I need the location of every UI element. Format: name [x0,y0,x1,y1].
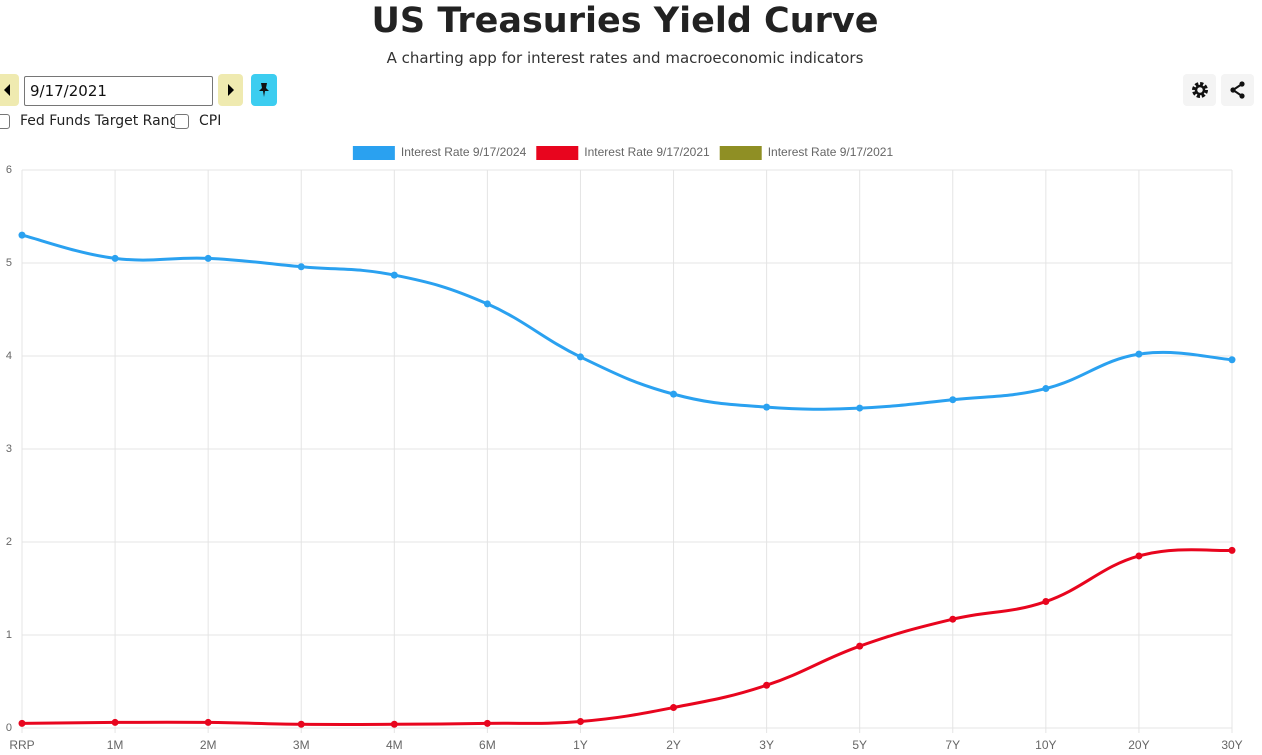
date-input[interactable]: 9/17/2021 [24,76,213,106]
data-point [297,720,305,728]
checkbox-label: Fed Funds Target Range [20,113,188,129]
pin-button[interactable] [251,74,277,106]
series-line [21,233,1233,411]
data-point [670,390,678,398]
x-tick-label: 3M [293,738,310,752]
data-point [390,271,398,279]
y-tick-label: 1 [6,629,12,641]
checkbox-label: CPI [199,113,222,129]
data-point [763,403,771,411]
data-point [111,254,119,262]
data-point [1135,552,1143,560]
x-tick-label: 7Y [945,738,960,752]
x-tick-label: 2M [200,738,217,752]
x-tick-label: 5Y [852,738,867,752]
data-point [297,263,305,271]
data-point [390,720,398,728]
y-tick-label: 3 [6,443,12,455]
share-button[interactable] [1221,74,1254,106]
prev-button[interactable] [0,74,19,106]
series-line [21,548,1233,726]
y-tick-label: 0 [6,722,12,734]
x-tick-label: 1Y [573,738,588,752]
data-point [856,404,864,412]
y-tick-label: 2 [6,536,12,548]
legend-swatch [719,146,762,160]
legend-label: Interest Rate 9/17/2021 [584,145,710,159]
data-point [1042,385,1050,393]
data-point [204,254,212,262]
next-button[interactable] [218,74,243,106]
data-point [483,300,491,308]
y-tick-label: 4 [6,350,12,362]
title: US Treasuries Yield Curve [371,1,879,41]
data-point [576,717,584,725]
subtitle: A charting app for interest rates and ma… [386,49,864,67]
x-tick-label: 4M [386,738,403,752]
settings-button[interactable] [1183,74,1216,106]
legend-label: Interest Rate 9/17/2021 [768,145,894,159]
data-point [670,704,678,712]
checkbox-fed[interactable]: Fed Funds Target Range [0,112,187,130]
data-point [763,681,771,689]
x-tick-label: 6M [479,738,496,752]
x-tick-label: 10Y [1035,738,1056,752]
data-point [576,353,584,361]
data-point [204,718,212,726]
data-point [949,615,957,623]
x-tick-label: 1M [107,738,124,752]
checkbox-cpi[interactable]: CPI [174,112,221,130]
data-point [1228,356,1236,364]
data-point [1042,598,1050,606]
data-point [856,642,864,650]
y-tick-label: 6 [6,164,12,176]
x-tick-label: RRP [9,738,34,752]
data-point [949,396,957,404]
x-tick-label: 30Y [1221,738,1242,752]
legend-label: Interest Rate 9/17/2024 [401,145,527,159]
legend-swatch [536,146,579,160]
data-point [18,719,26,727]
data-point [111,718,119,726]
x-tick-label: 20Y [1128,738,1149,752]
y-tick-label: 5 [6,257,12,269]
data-point [18,231,26,239]
data-point [1135,350,1143,358]
legend-swatch [352,146,395,160]
x-tick-label: 2Y [666,738,681,752]
data-point [1228,546,1236,554]
x-tick-label: 3Y [759,738,774,752]
data-point [483,719,491,727]
